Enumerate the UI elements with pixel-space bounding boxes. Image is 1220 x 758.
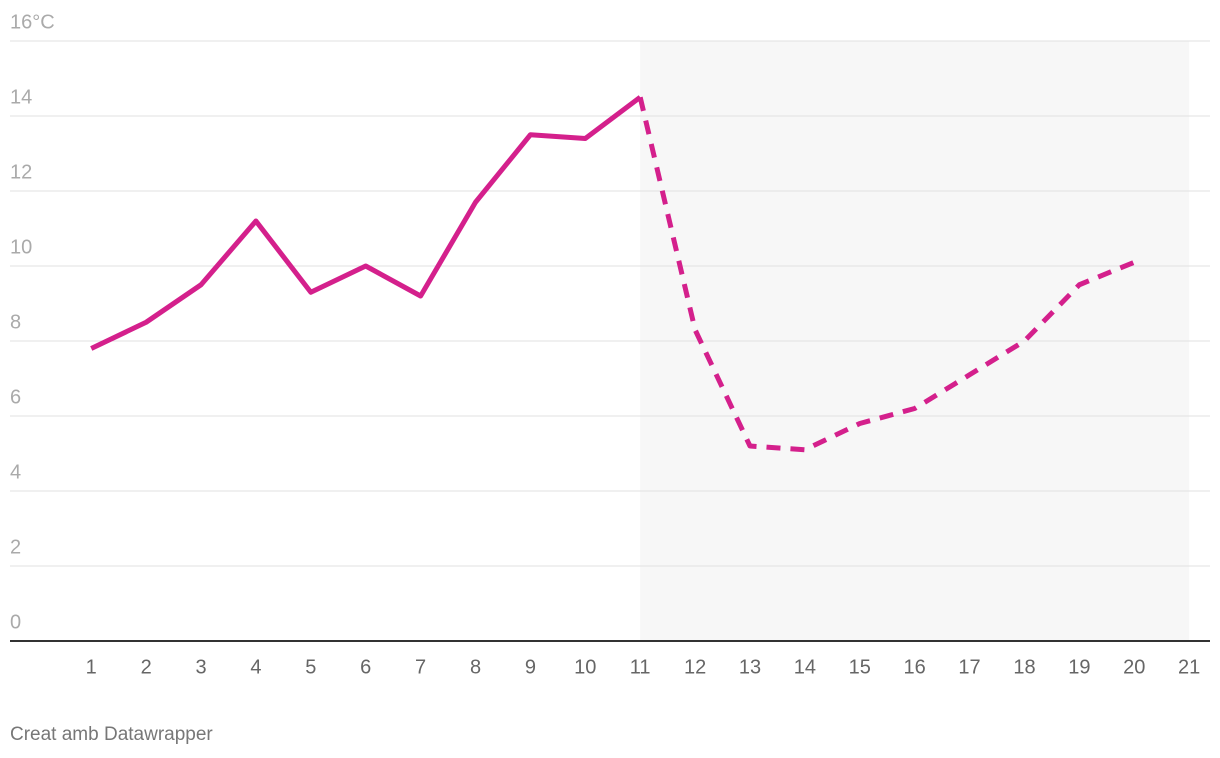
x-tick-label: 20	[1123, 656, 1145, 678]
y-tick-label: 2	[10, 536, 21, 558]
x-tick-label: 14	[794, 656, 816, 678]
x-tick-label: 12	[684, 656, 706, 678]
x-tick-label: 4	[250, 656, 261, 678]
x-tick-label: 21	[1178, 656, 1200, 678]
y-tick-label: 14	[10, 86, 32, 108]
x-tick-label: 16	[904, 656, 926, 678]
x-tick-label: 10	[574, 656, 596, 678]
y-tick-label: 6	[10, 386, 21, 408]
x-tick-label: 9	[525, 656, 536, 678]
x-tick-label: 13	[739, 656, 761, 678]
x-tick-label: 19	[1068, 656, 1090, 678]
y-tick-label: 16°C	[10, 11, 55, 33]
x-tick-label: 5	[305, 656, 316, 678]
series-line	[90, 95, 642, 351]
x-tick-label: 3	[195, 656, 206, 678]
y-tick-label: 4	[10, 461, 21, 483]
x-tick-label: 2	[141, 656, 152, 678]
x-tick-label: 15	[849, 656, 871, 678]
footer: Creat amb Datawrapper	[10, 724, 213, 745]
series-line	[637, 96, 1136, 453]
y-tick-label: 8	[10, 311, 21, 333]
x-tick-label: 11	[630, 656, 651, 678]
x-tick-label: 18	[1013, 656, 1035, 678]
x-tick-label: 7	[415, 656, 426, 678]
x-tick-label: 8	[470, 656, 481, 678]
y-tick-label: 0	[10, 611, 21, 633]
y-tick-label: 10	[10, 236, 32, 258]
x-tick-label: 17	[958, 656, 980, 678]
y-tick-label: 12	[10, 161, 32, 183]
x-tick-label: 1	[86, 656, 97, 678]
x-tick-label: 6	[360, 656, 371, 678]
